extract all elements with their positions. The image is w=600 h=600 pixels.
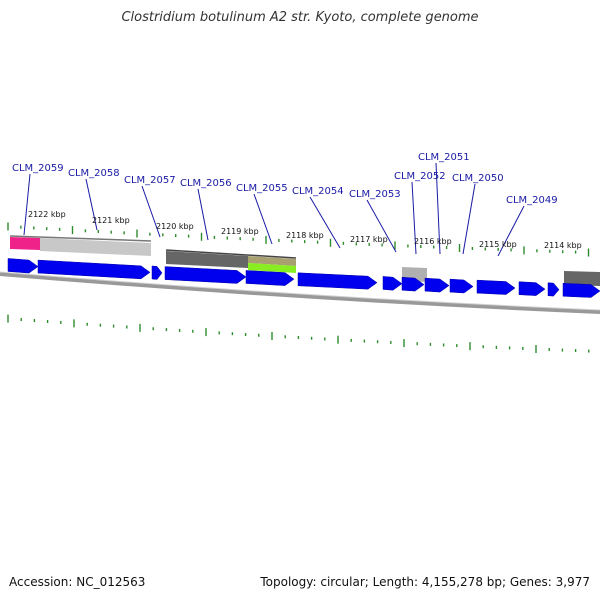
feature-blocks bbox=[9, 235, 600, 286]
gene-arrow bbox=[562, 282, 600, 298]
tick-label: 2119 kbp bbox=[221, 227, 259, 236]
tick-label: 2117 kbp bbox=[350, 235, 388, 244]
gene-label: CLM_2056 bbox=[180, 178, 232, 189]
map-title: Clostridium botulinum A2 str. Kyoto, com… bbox=[121, 10, 479, 25]
gene-label: CLM_2049 bbox=[506, 195, 558, 206]
tick-label: 2114 kbp bbox=[544, 241, 582, 250]
leader-line bbox=[462, 183, 476, 255]
gene-arrow bbox=[297, 272, 378, 290]
gene-arrow bbox=[424, 277, 450, 293]
feature-block-edge bbox=[9, 235, 152, 242]
gene-label: CLM_2057 bbox=[124, 175, 176, 186]
leader-line bbox=[497, 205, 525, 257]
feature-block-dark bbox=[564, 271, 600, 286]
gene-label: CLM_2058 bbox=[68, 168, 120, 179]
gene-arrow bbox=[37, 259, 151, 280]
gene-arrow bbox=[164, 266, 247, 284]
gene-label: CLM_2054 bbox=[292, 186, 344, 197]
gene-arrow bbox=[151, 265, 163, 280]
gene-labels: CLM_2059 CLM_2058 CLM_2057 CLM_2056 CLM_2055… bbox=[12, 152, 558, 206]
gene-arrow bbox=[382, 276, 403, 291]
tick-labels: 2122 kbp 2121 kbp 2120 kbp 2119 kbp 2118 kbp… bbox=[28, 210, 582, 250]
gene-label: CLM_2051 bbox=[418, 152, 470, 163]
feature-block-lime bbox=[248, 263, 296, 273]
inner-tick-ring bbox=[7, 314, 590, 354]
gene-arrows bbox=[7, 258, 600, 298]
gene-arrow bbox=[401, 276, 425, 292]
gene-arrow bbox=[449, 278, 474, 294]
gene-arrow bbox=[476, 279, 516, 295]
gene-arrow bbox=[7, 258, 39, 274]
leader-line bbox=[411, 181, 417, 255]
gene-label: CLM_2053 bbox=[349, 189, 401, 200]
accession-text: Accession: NC_012563 bbox=[9, 575, 146, 589]
leader-line bbox=[366, 199, 397, 253]
tick-label: 2115 kbp bbox=[479, 240, 517, 249]
label-leaders bbox=[23, 162, 525, 257]
leader-line bbox=[197, 188, 209, 241]
leader-line bbox=[435, 162, 441, 255]
genome-summary-text: Topology: circular; Length: 4,155,278 bp… bbox=[260, 575, 590, 589]
leader-line bbox=[85, 178, 98, 231]
gene-label: CLM_2052 bbox=[394, 171, 446, 182]
leader-line bbox=[23, 173, 31, 236]
feature-block-gray bbox=[40, 238, 151, 256]
feature-block-dark bbox=[166, 251, 248, 268]
tick-label: 2122 kbp bbox=[28, 210, 66, 219]
gene-label: CLM_2055 bbox=[236, 183, 288, 194]
gene-arrow bbox=[245, 270, 295, 286]
gene-arrow bbox=[518, 281, 546, 296]
tick-label: 2120 kbp bbox=[156, 222, 194, 231]
backbone-arc-shade bbox=[0, 271, 600, 311]
outer-tick-ring bbox=[7, 222, 590, 257]
gene-arrow bbox=[547, 282, 560, 297]
tick-label: 2118 kbp bbox=[286, 231, 324, 240]
feature-block-olive bbox=[248, 256, 296, 266]
feature-block-pink bbox=[10, 237, 40, 250]
leader-line bbox=[253, 193, 273, 245]
gene-label: CLM_2050 bbox=[452, 173, 504, 184]
leader-line bbox=[309, 196, 341, 249]
tick-label: 2121 kbp bbox=[92, 216, 130, 225]
leader-line bbox=[141, 185, 161, 238]
feature-block-edge bbox=[165, 249, 297, 259]
tick-label: 2116 kbp bbox=[414, 237, 452, 246]
gene-label: CLM_2059 bbox=[12, 163, 64, 174]
backbone-arc bbox=[0, 272, 600, 314]
